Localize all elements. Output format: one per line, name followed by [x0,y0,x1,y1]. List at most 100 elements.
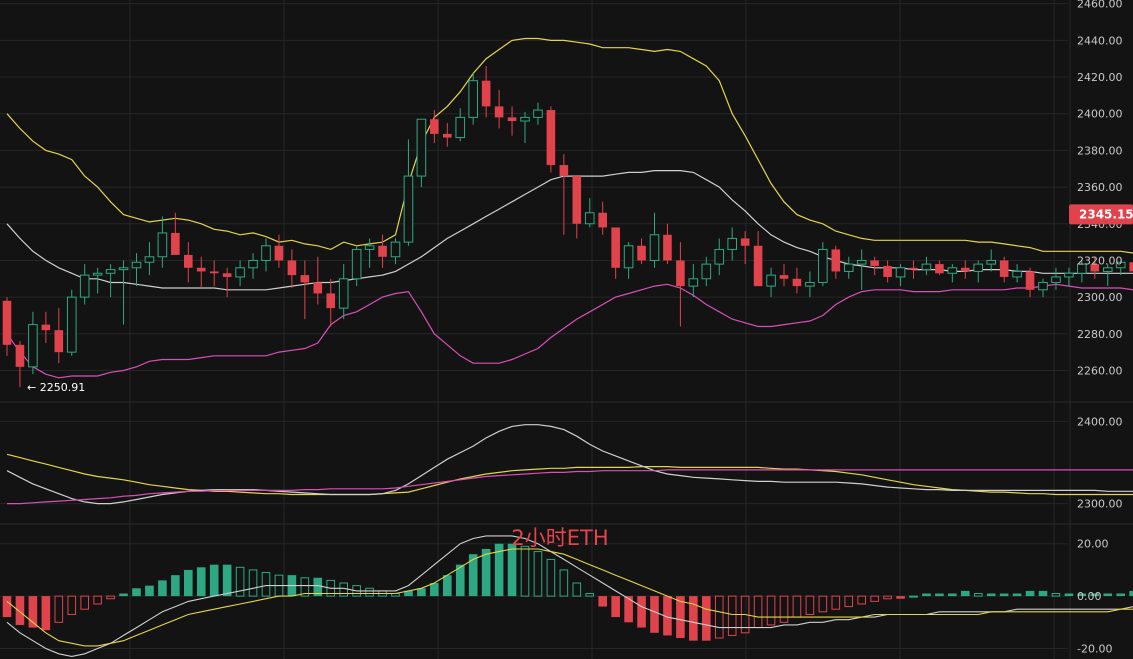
macd-histogram-bar [870,595,879,602]
candle-body [54,330,64,353]
candle [870,256,879,276]
candle-body [1129,262,1133,272]
macd-histogram-bar [1051,593,1061,597]
candle [351,245,362,287]
macd-histogram-bar [455,564,465,597]
chart-title: 2小时ETH [511,526,608,550]
candle [779,264,789,287]
macd-histogram-bar [145,585,154,597]
macd-histogram-bar [714,595,724,639]
macd-histogram-bar [961,590,970,597]
candle-body [831,249,841,272]
candle [248,253,258,279]
macd-histogram-bar [443,575,452,597]
macd-panel [2,535,1133,657]
candle-body [1102,267,1113,272]
candle-body [623,245,634,269]
macd-histogram-bar [248,569,258,597]
macd-histogram-bar [986,593,996,597]
macd-tick-label: 20.00 [1077,538,1109,551]
macd-histogram-bar [15,596,25,625]
candle [41,311,51,343]
macd-histogram-bar [300,577,310,597]
candle [1102,264,1113,287]
candle-body [546,110,556,166]
candle-body [961,267,970,272]
candle [54,308,64,364]
candle [1115,260,1126,276]
candle [313,256,323,305]
price-tick-label: 2460.00 [1077,0,1123,11]
candle [714,238,725,276]
candle-body [999,260,1009,277]
lower-band-line [6,283,1133,379]
candle-body [338,278,349,309]
macd-histogram-bar [106,595,115,600]
candle-body [105,269,116,274]
candle-body [986,259,997,265]
candle-body [1115,261,1126,269]
macd-histogram-bar [831,595,841,610]
candle [843,256,854,279]
macd-histogram-bar [222,564,232,597]
candle-body [15,344,25,367]
candle-body [611,227,620,268]
candle-body [235,267,245,278]
ma-panel [6,424,1133,505]
candle [1129,262,1133,272]
candle [909,260,918,279]
macd-histogram-bar [883,595,892,600]
candle [403,139,414,246]
macd-histogram-bar [209,564,219,597]
macd-histogram-bar [1064,593,1074,597]
candle-body [92,272,103,276]
macd-histogram-bar [417,588,426,597]
candle [494,89,504,129]
candle [507,106,517,136]
ma-tick-label: 2400.00 [1077,415,1123,428]
candle-body [300,275,310,283]
macd-histogram-bar [132,588,141,597]
candle [895,264,906,287]
candle-body [403,175,414,243]
macd-histogram-bar [999,593,1009,597]
candle-body [390,241,401,258]
candle-body [818,248,828,283]
candle-body [883,265,892,277]
macd-histogram-bar [1025,590,1035,597]
price-tick-label: 2280.00 [1077,328,1123,341]
candle [287,249,297,288]
candle [144,242,155,276]
upper-band-line [6,37,1133,254]
candle-body [222,273,232,277]
candle [649,212,660,268]
candle-body [895,267,906,278]
candle-body [856,259,867,265]
candle-body [351,248,362,280]
macd-histogram-bar [663,596,672,636]
macd-histogram-bar [158,580,167,597]
macd-histogram-bar [481,548,491,597]
macd-histogram-bar [896,596,905,599]
candle [222,267,232,298]
candle-body [663,234,672,261]
macd-histogram-bar [624,596,633,623]
candle-body [843,263,854,272]
candle [986,249,997,272]
candle-body [947,267,958,274]
candle [1064,267,1074,287]
candle [740,231,750,265]
candle [1077,260,1087,283]
candle [15,341,25,387]
candle [235,260,245,287]
candle [92,267,103,294]
candle [663,223,672,265]
price-tick-label: 2380.00 [1077,144,1123,157]
candle [338,264,349,320]
candle [999,256,1009,283]
macd-histogram-bar [689,596,698,641]
macd-histogram-bar [973,593,983,597]
